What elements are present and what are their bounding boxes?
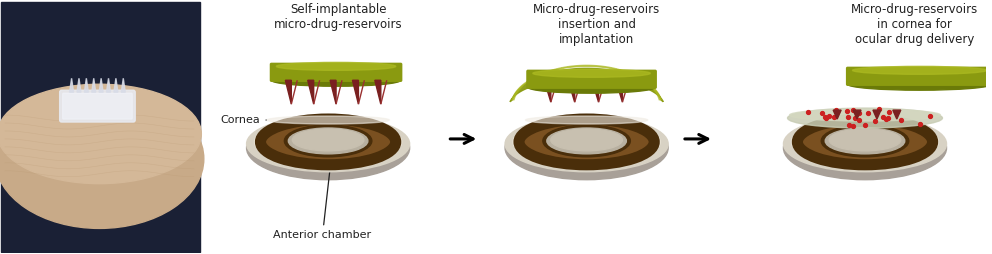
Ellipse shape (277, 62, 396, 70)
Polygon shape (375, 80, 381, 104)
Polygon shape (512, 65, 662, 100)
Polygon shape (545, 82, 551, 102)
Ellipse shape (798, 119, 932, 165)
Ellipse shape (247, 116, 410, 172)
Text: Anterior chamber: Anterior chamber (274, 145, 372, 240)
FancyBboxPatch shape (846, 67, 992, 85)
Polygon shape (568, 82, 574, 102)
Ellipse shape (255, 118, 402, 166)
Polygon shape (551, 82, 557, 102)
Text: Micro-drug-reservoirs
in cornea for
ocular drug delivery: Micro-drug-reservoirs in cornea for ocul… (851, 3, 978, 46)
Polygon shape (77, 78, 81, 92)
Ellipse shape (784, 116, 946, 172)
Polygon shape (358, 80, 364, 104)
FancyBboxPatch shape (1, 2, 199, 252)
FancyBboxPatch shape (60, 90, 135, 122)
Ellipse shape (852, 66, 987, 74)
Polygon shape (592, 82, 598, 102)
Polygon shape (114, 78, 118, 92)
FancyBboxPatch shape (527, 70, 656, 88)
Ellipse shape (0, 84, 201, 184)
Polygon shape (381, 80, 387, 104)
Ellipse shape (285, 125, 372, 157)
Ellipse shape (825, 128, 905, 154)
Ellipse shape (551, 129, 622, 151)
FancyBboxPatch shape (62, 93, 132, 119)
Text: Cornea: Cornea (221, 115, 267, 125)
Ellipse shape (533, 69, 650, 77)
Polygon shape (616, 82, 622, 102)
Polygon shape (873, 110, 881, 119)
Polygon shape (622, 82, 628, 102)
Polygon shape (121, 78, 125, 92)
Polygon shape (893, 110, 901, 119)
Polygon shape (352, 80, 358, 104)
Polygon shape (308, 80, 313, 104)
Polygon shape (91, 78, 96, 92)
Ellipse shape (267, 116, 389, 124)
Ellipse shape (784, 116, 946, 180)
Ellipse shape (505, 116, 669, 180)
Polygon shape (330, 80, 336, 104)
Ellipse shape (790, 109, 940, 121)
Ellipse shape (289, 128, 368, 154)
Polygon shape (510, 68, 664, 102)
Ellipse shape (847, 78, 992, 90)
Ellipse shape (272, 74, 401, 86)
Ellipse shape (513, 118, 661, 166)
Polygon shape (853, 110, 861, 119)
Polygon shape (336, 80, 342, 104)
Ellipse shape (505, 116, 669, 172)
Polygon shape (292, 80, 298, 104)
Polygon shape (833, 110, 841, 119)
Polygon shape (574, 82, 580, 102)
Ellipse shape (547, 128, 626, 154)
Polygon shape (106, 78, 110, 92)
Ellipse shape (528, 81, 655, 93)
Ellipse shape (519, 119, 654, 165)
Ellipse shape (788, 108, 942, 128)
Polygon shape (84, 78, 88, 92)
Polygon shape (69, 78, 73, 92)
Ellipse shape (792, 118, 938, 166)
Ellipse shape (526, 116, 648, 124)
Polygon shape (598, 82, 604, 102)
Ellipse shape (293, 129, 364, 151)
FancyBboxPatch shape (271, 63, 402, 81)
Text: Self-implantable
micro-drug-reservoirs: Self-implantable micro-drug-reservoirs (274, 3, 403, 31)
Polygon shape (99, 78, 103, 92)
Ellipse shape (543, 125, 630, 157)
Polygon shape (313, 80, 319, 104)
Ellipse shape (829, 129, 901, 151)
Ellipse shape (247, 116, 410, 180)
Polygon shape (286, 80, 292, 104)
Ellipse shape (821, 125, 909, 157)
Ellipse shape (0, 89, 203, 228)
Ellipse shape (261, 119, 396, 165)
Text: Micro-drug-reservoirs
insertion and
implantation: Micro-drug-reservoirs insertion and impl… (533, 3, 660, 46)
